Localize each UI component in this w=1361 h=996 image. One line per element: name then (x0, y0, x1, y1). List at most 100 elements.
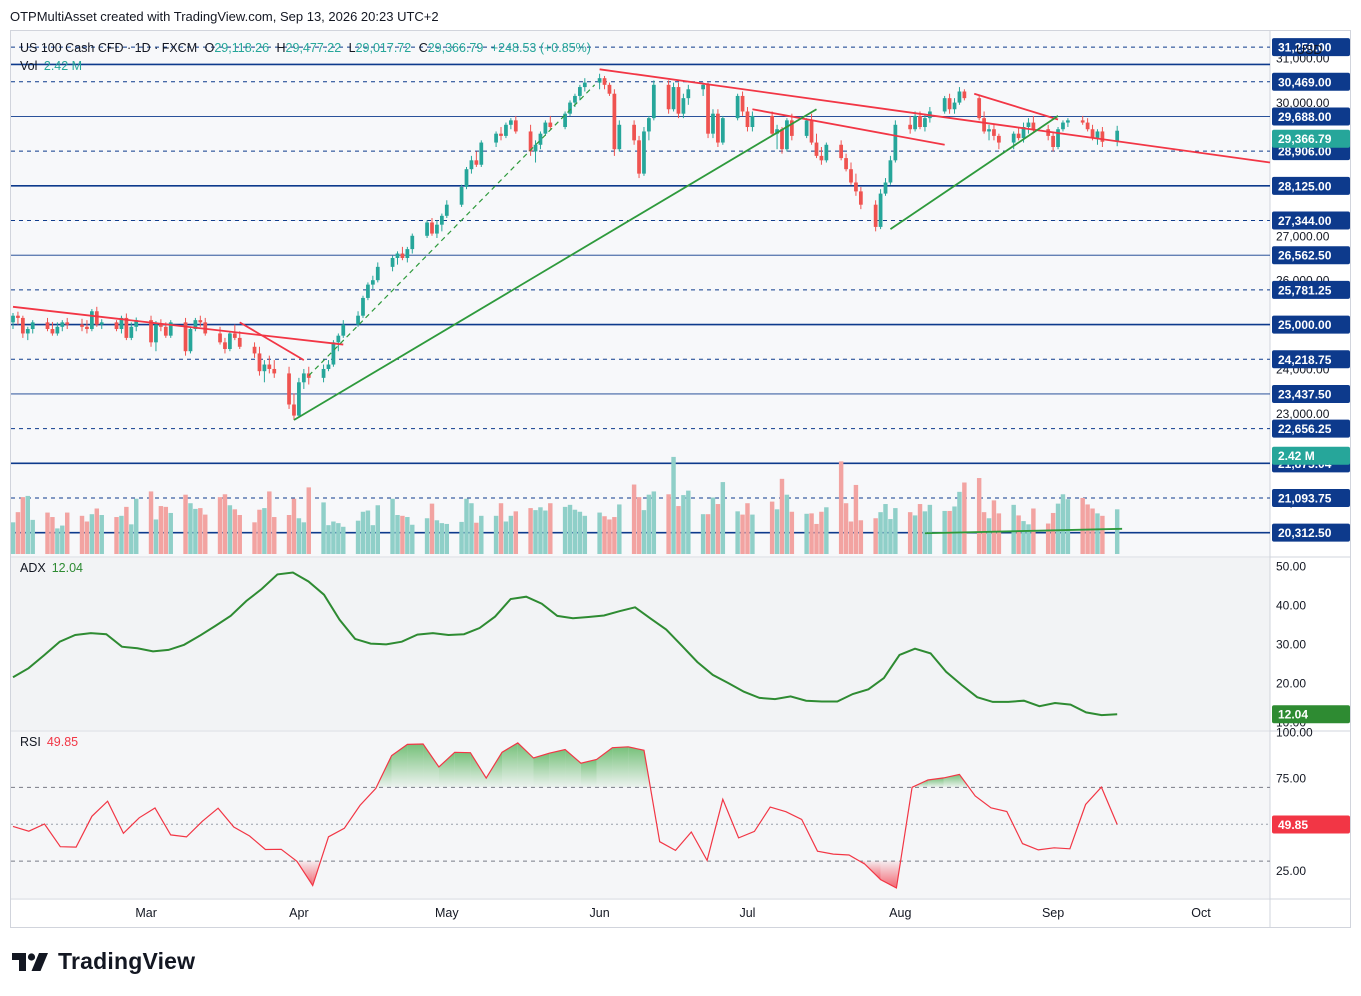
adx-indicator (12, 571, 1118, 717)
volume-bar (750, 514, 755, 554)
chart-frame[interactable]: 31,000.0030,000.0029,000.0027,000.0026,0… (10, 30, 1351, 928)
volume-bar (671, 456, 676, 554)
candle-body (149, 320, 153, 343)
adx-axis-label: 40.00 (1276, 598, 1306, 612)
level-price-label-bg (1272, 523, 1350, 542)
volume-bar (789, 511, 795, 554)
volume-bar (641, 510, 647, 554)
candle-body (854, 182, 858, 192)
symbol-legend[interactable]: US 100 Cash CFD · 1D · FXCM O29,118.26 H… (20, 41, 591, 73)
volume-bar (528, 508, 533, 554)
symbol-name: US 100 Cash CFD · 1D · FXCM (20, 41, 197, 55)
trendlines[interactable] (12, 68, 1271, 535)
candle-body (430, 222, 434, 234)
candle-body (957, 91, 962, 103)
level-price-label: 25,781.25 (1278, 283, 1332, 297)
volume-bar (252, 522, 257, 554)
candle-body (824, 144, 829, 161)
candle-body (297, 382, 301, 416)
candle-body (60, 322, 65, 327)
level-price-label-bg (1272, 315, 1350, 334)
price-pane[interactable] (11, 31, 1270, 556)
trendline-green (308, 84, 596, 377)
volume-bar (360, 511, 366, 554)
candle-body (819, 155, 824, 161)
volume-bar (848, 521, 854, 554)
price-axis[interactable]: 31,000.0030,000.0029,000.0027,000.0026,0… (1272, 38, 1350, 878)
volume-bar (774, 509, 780, 554)
last-volume-label-bg (1272, 446, 1350, 465)
candle-body (716, 113, 720, 143)
volume-bar (326, 525, 331, 554)
time-axis[interactable]: Mar Apr May Jun Jul Aug Sep Oct (135, 906, 1211, 920)
high-label: H (277, 41, 286, 55)
volume-bar (148, 491, 154, 554)
volume-bar (888, 519, 893, 554)
candle-body (1100, 131, 1105, 142)
candle-body (947, 98, 952, 110)
candle-body (267, 364, 272, 369)
currency-label[interactable]: USD (1296, 43, 1322, 57)
adx-axis-label: 20.00 (1276, 677, 1306, 691)
volume-bar (503, 521, 509, 554)
candle-body (272, 368, 277, 374)
candle-body (977, 98, 982, 119)
volume-bar (405, 517, 410, 554)
volume-bar (262, 508, 267, 554)
candle-body (1031, 122, 1036, 130)
volume-bar (1080, 497, 1085, 554)
volume-bar (395, 515, 400, 554)
candle-body (568, 102, 572, 114)
time-axis-label: Mar (135, 906, 157, 920)
candle-body (25, 329, 30, 334)
candle-body (839, 144, 844, 159)
volume-bar (459, 521, 464, 554)
volume-bar (1060, 494, 1066, 554)
volume-bar (84, 521, 90, 554)
candle-body (159, 324, 163, 327)
tradingview-brand[interactable]: TradingView (12, 948, 195, 975)
candle-body (228, 333, 232, 349)
rsi-legend[interactable]: RSI 49.85 (20, 735, 78, 749)
candle-body (780, 129, 784, 150)
volume-bar (700, 514, 706, 554)
volume-bar (631, 484, 637, 554)
volume-bar (336, 523, 341, 554)
volume-bar (341, 526, 346, 554)
candle-body (1115, 130, 1120, 142)
candle-body (982, 118, 986, 132)
time-axis-label: Oct (1191, 906, 1211, 920)
level-price-label: 28,125.00 (1278, 179, 1332, 193)
rsi-legend-name: RSI (20, 735, 41, 749)
volume-bar (291, 498, 297, 554)
volume-bar (567, 504, 573, 554)
adx-legend[interactable]: ADX 12.04 (20, 561, 83, 575)
candle-body (336, 335, 341, 343)
rsi-axis-label: 25.00 (1276, 864, 1306, 878)
last-price-label-bg (1272, 129, 1350, 148)
candle-body (612, 93, 617, 150)
volume-bar (188, 503, 193, 554)
volume-bar (646, 494, 652, 554)
candle-body (435, 224, 439, 234)
volume-bar (612, 517, 617, 554)
volume-bar (203, 514, 208, 554)
volume-bar (666, 494, 671, 554)
volume-bar (1090, 508, 1095, 554)
volume-bar (1100, 515, 1105, 554)
volume-bar (45, 512, 50, 554)
chart-canvas[interactable]: 31,000.0030,000.0029,000.0027,000.0026,0… (11, 31, 1351, 928)
candle-body (686, 89, 691, 99)
candle-body (390, 257, 395, 267)
volume-bar (168, 512, 173, 554)
open-label: O (205, 41, 215, 55)
candle-body (987, 129, 991, 132)
volume-bar (991, 500, 997, 554)
candle-body (405, 249, 410, 258)
rsi-zone-fill (565, 749, 581, 788)
candle-body (163, 326, 168, 336)
rsi-zone-fill (927, 777, 944, 788)
volume-bar (375, 505, 380, 554)
adx-pane[interactable] (11, 558, 1270, 730)
candle-body (1085, 122, 1090, 130)
